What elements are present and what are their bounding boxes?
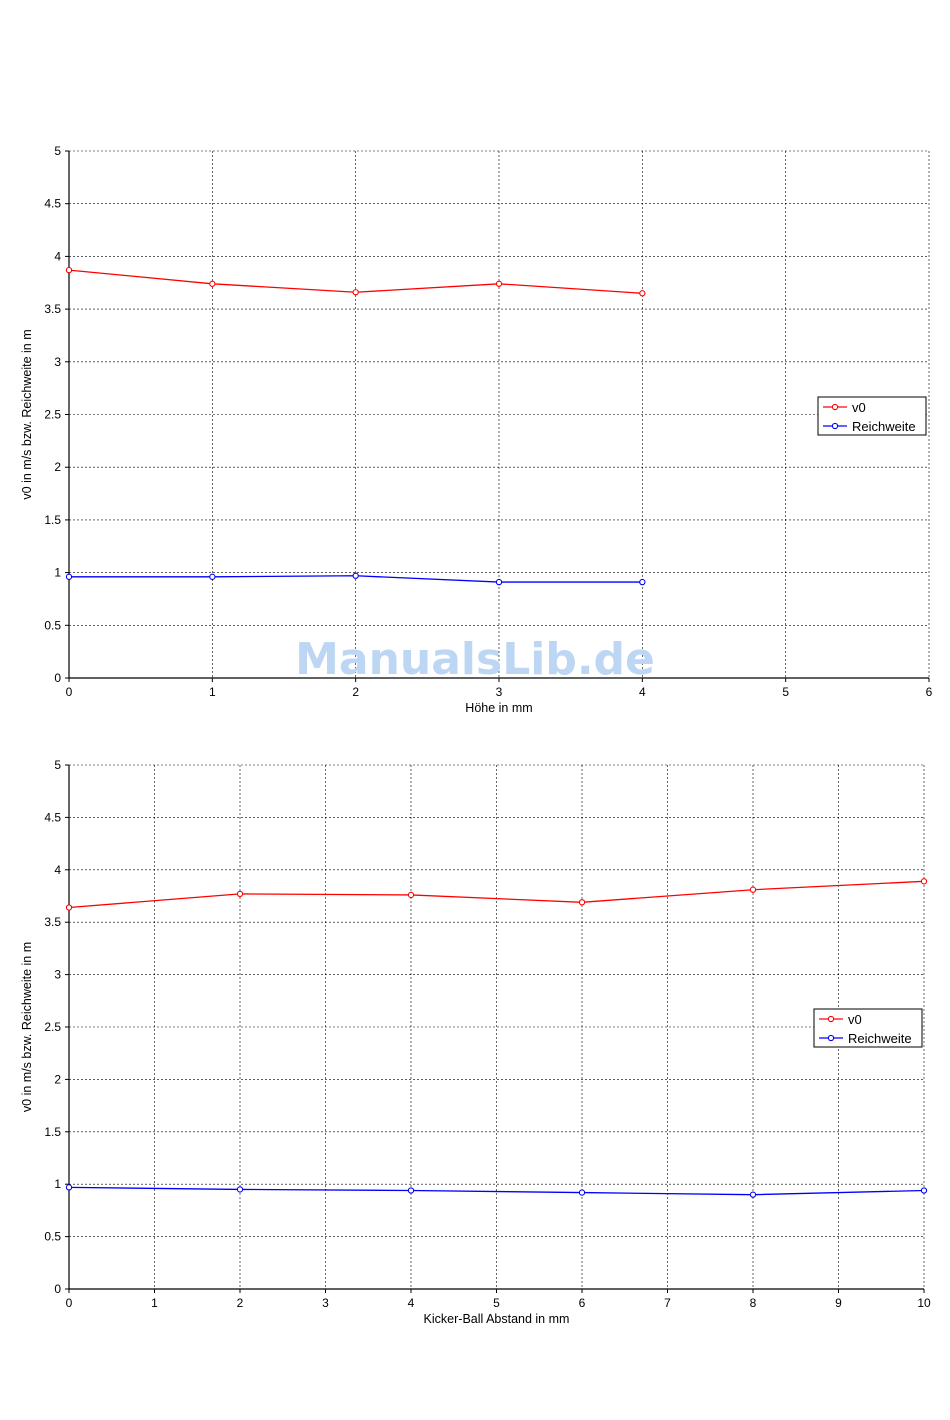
- x-tick-label: 10: [917, 1296, 931, 1310]
- series-line-reichweite: [68, 1186, 925, 1196]
- data-point-v0: [920, 878, 928, 885]
- x-tick-label: 8: [750, 1296, 757, 1310]
- x-axis-label: Kicker-Ball Abstand in mm: [424, 1312, 570, 1326]
- y-tick-label: 5: [54, 758, 61, 772]
- x-tick-label: 2: [352, 685, 359, 699]
- y-tick-label: 0: [54, 1282, 61, 1296]
- y-tick-label: 4: [54, 863, 61, 877]
- data-point-v0: [65, 904, 73, 911]
- legend-marker-reichweite: [827, 1034, 835, 1042]
- x-tick-label: 5: [782, 685, 789, 699]
- data-point-v0: [407, 891, 415, 899]
- data-point-reichweite: [65, 1184, 73, 1191]
- legend-marker-reichweite: [831, 422, 839, 430]
- y-tick-label: 1: [54, 566, 61, 580]
- legend-label-v0: v0: [852, 400, 866, 415]
- y-tick-label: 4: [54, 249, 61, 263]
- x-tick-label: 6: [579, 1296, 586, 1310]
- data-point-v0: [749, 886, 757, 893]
- x-tick-label: 7: [664, 1296, 671, 1310]
- data-point-reichweite: [639, 578, 646, 586]
- y-tick-label: 1.5: [44, 513, 61, 527]
- data-point-reichweite: [920, 1187, 928, 1194]
- y-tick-label: 2: [54, 460, 61, 474]
- legend-label-reichweite: Reichweite: [848, 1031, 912, 1046]
- x-tick-label: 9: [835, 1296, 842, 1310]
- legend-marker-v0: [831, 403, 839, 411]
- y-tick-label: 3.5: [44, 915, 61, 929]
- data-point-v0: [209, 280, 216, 287]
- y-tick-label: 3: [54, 355, 61, 369]
- x-tick-label: 4: [639, 685, 646, 699]
- y-tick-label: 5: [54, 144, 61, 158]
- data-point-reichweite: [209, 573, 216, 580]
- x-tick-label: 1: [209, 685, 216, 699]
- data-point-reichweite: [236, 1186, 244, 1193]
- y-tick-label: 1: [54, 1177, 61, 1191]
- data-point-reichweite: [578, 1189, 586, 1196]
- series-line-v0: [68, 880, 925, 909]
- y-tick-label: 4.5: [44, 197, 61, 211]
- data-point-v0: [352, 289, 359, 296]
- legend-marker-v0: [827, 1015, 835, 1023]
- x-tick-label: 2: [237, 1296, 244, 1310]
- y-axis-label: v0 in m/s bzw. Reichweite in m: [20, 942, 34, 1112]
- data-point-v0: [639, 290, 646, 297]
- x-tick-label: 0: [66, 1296, 73, 1310]
- x-tick-label: 3: [496, 685, 503, 699]
- y-tick-label: 3: [54, 968, 61, 982]
- y-tick-label: 4.5: [44, 810, 61, 824]
- legend: v0 Reichweite: [813, 1008, 923, 1048]
- data-point-reichweite: [352, 572, 359, 579]
- data-point-v0: [236, 890, 244, 898]
- x-axis-label: Höhe in mm: [465, 701, 532, 715]
- x-tick-label: 3: [322, 1296, 329, 1310]
- data-point-v0: [495, 280, 503, 287]
- legend: v0 Reichweite: [817, 396, 927, 436]
- x-tick-label: 4: [408, 1296, 415, 1310]
- y-tick-label: 2.5: [44, 1020, 61, 1034]
- x-tick-label: 1: [151, 1296, 158, 1310]
- y-tick-label: 0.5: [44, 1230, 61, 1244]
- data-point-reichweite: [495, 578, 503, 586]
- y-tick-label: 3.5: [44, 302, 61, 316]
- chart-2: 0 0.5 1 1.5 2 2.5 3 3.5 4 4.5 5 0 1 2 3 4 5 6 7 8 9 10 Kicker-…: [20, 758, 931, 1326]
- y-axis-label: v0 in m/s bzw. Reichweite in m: [20, 329, 34, 499]
- y-tick-label: 1.5: [44, 1125, 61, 1139]
- y-tick-label: 0.5: [44, 618, 61, 632]
- data-point-reichweite: [407, 1187, 415, 1194]
- watermark: ManualsLib.de: [295, 634, 655, 685]
- y-tick-label: 2: [54, 1072, 61, 1086]
- data-point-reichweite: [749, 1191, 757, 1198]
- y-tick-label: 0: [54, 671, 61, 685]
- x-tick-label: 6: [926, 685, 933, 699]
- data-point-reichweite: [65, 573, 73, 580]
- data-point-v0: [578, 899, 586, 906]
- y-tick-label: 2.5: [44, 408, 61, 422]
- x-tick-label: 0: [66, 685, 73, 699]
- x-tick-label: 5: [493, 1296, 500, 1310]
- chart-1: 0 0.5 1 1.5 2 2.5 3 3.5 4 4.5 5 0 1 2 3 4 5 6 Höhe in mm v0…: [20, 144, 933, 715]
- data-point-v0: [65, 266, 73, 274]
- legend-label-reichweite: Reichweite: [852, 419, 916, 434]
- legend-label-v0: v0: [848, 1012, 862, 1027]
